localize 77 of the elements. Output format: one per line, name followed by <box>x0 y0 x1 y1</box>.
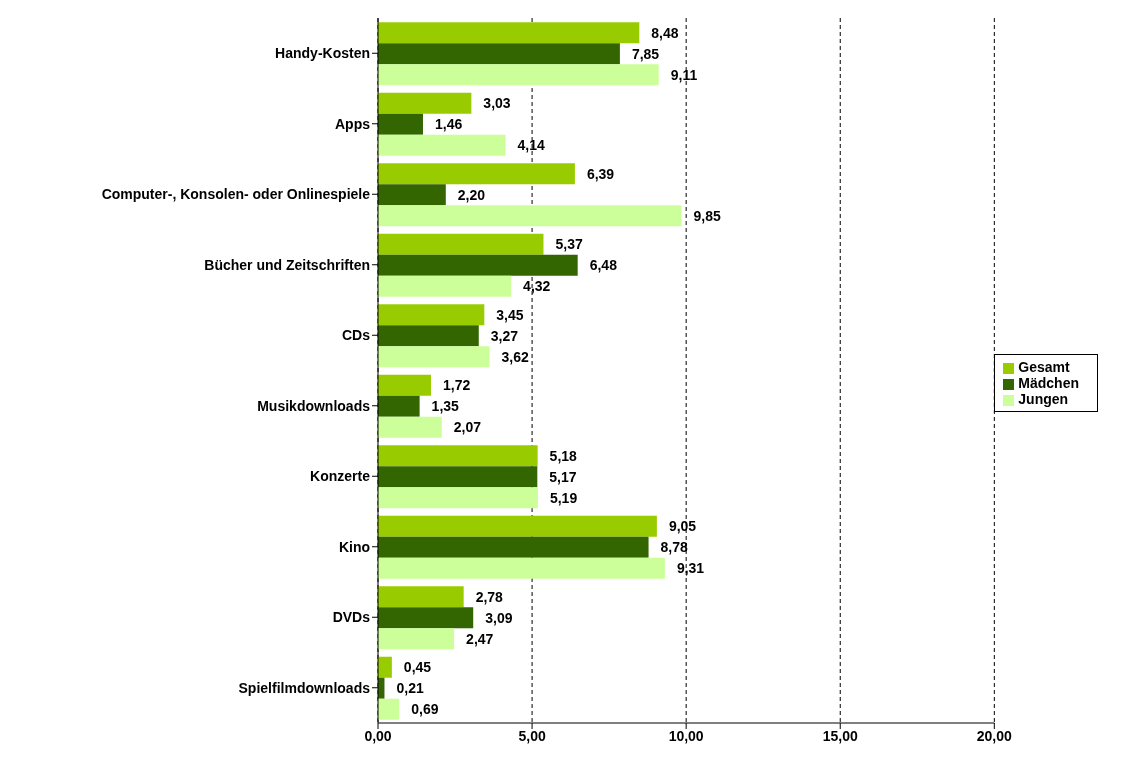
bar <box>378 163 575 185</box>
data-label: 1,72 <box>443 377 471 394</box>
data-label: 3,09 <box>485 609 513 626</box>
y-tick-label: Spielfilmdownloads <box>238 679 371 696</box>
data-label: 9,05 <box>668 518 697 535</box>
y-tick-label: Musikdownloads <box>257 397 371 414</box>
bar <box>378 325 479 347</box>
x-tick-label: 15,00 <box>822 727 858 744</box>
data-label: 2,47 <box>466 630 494 647</box>
bar <box>378 487 538 509</box>
bar <box>378 586 464 608</box>
bar <box>378 275 512 297</box>
y-tick-label: Bücher und Zeitschriften <box>204 256 370 273</box>
legend-label: Jungen <box>1018 391 1069 407</box>
data-label: 0,69 <box>411 701 439 718</box>
data-label: 3,62 <box>501 348 530 365</box>
y-tick-label: Apps <box>335 115 371 132</box>
bar <box>378 698 400 720</box>
data-label: 3,03 <box>483 95 511 112</box>
bar <box>378 205 682 227</box>
data-label: 9,85 <box>693 207 721 224</box>
y-tick-label: CDs <box>341 327 371 344</box>
bar <box>378 346 490 368</box>
bar <box>378 395 420 417</box>
data-label: 4,32 <box>523 278 551 295</box>
bar <box>378 445 538 467</box>
data-label: 0,45 <box>403 659 432 676</box>
bar <box>378 233 544 255</box>
data-label: 4,14 <box>517 137 546 154</box>
data-label: 6,48 <box>589 257 618 274</box>
bar <box>378 515 657 537</box>
bar <box>378 134 506 156</box>
bar <box>378 466 538 488</box>
x-tick-label: 20,00 <box>976 727 1013 744</box>
bar <box>378 656 392 678</box>
data-label: 5,17 <box>549 468 577 485</box>
x-tick-label: 0,00 <box>364 727 392 744</box>
bar <box>378 92 472 114</box>
y-tick-label: DVDs <box>332 609 371 626</box>
data-label: 2,20 <box>457 186 486 203</box>
bar <box>378 416 442 438</box>
data-label: 5,19 <box>549 489 578 506</box>
data-label: 6,39 <box>586 165 615 182</box>
data-label: 1,46 <box>434 116 463 133</box>
data-label: 8,48 <box>651 24 679 41</box>
data-label: 9,31 <box>676 560 705 577</box>
bar <box>378 557 665 579</box>
y-tick-label: Computer-, Konsolen- oder Onlinespiele <box>101 186 371 203</box>
data-label: 3,27 <box>490 327 519 344</box>
data-label: 5,37 <box>555 236 583 253</box>
bar <box>378 374 431 396</box>
data-label: 3,45 <box>496 306 524 323</box>
bar <box>378 64 659 86</box>
data-label: 9,11 <box>670 66 698 83</box>
y-tick-label: Handy-Kosten <box>275 45 370 62</box>
bar <box>378 113 423 135</box>
bar <box>378 184 446 206</box>
legend-label: Mädchen <box>1018 375 1079 391</box>
bar <box>378 43 620 65</box>
bar <box>378 254 578 276</box>
data-label: 1,35 <box>431 398 460 415</box>
bar <box>378 628 455 650</box>
bar <box>378 304 485 326</box>
data-label: 0,21 <box>396 680 424 697</box>
x-tick-label: 10,00 <box>668 727 704 744</box>
data-label: 5,18 <box>549 447 578 464</box>
data-label: 8,78 <box>660 539 689 556</box>
bar <box>378 22 640 44</box>
data-label: 7,85 <box>631 45 660 62</box>
bar <box>378 607 474 629</box>
y-tick-label: Konzerte <box>310 468 371 485</box>
data-label: 2,78 <box>475 588 504 605</box>
y-tick-label: Kino <box>338 538 370 555</box>
bar <box>378 536 649 558</box>
legend-label: Gesamt <box>1018 359 1070 375</box>
data-label: 2,07 <box>453 419 482 436</box>
x-tick-label: 5,00 <box>518 727 546 744</box>
